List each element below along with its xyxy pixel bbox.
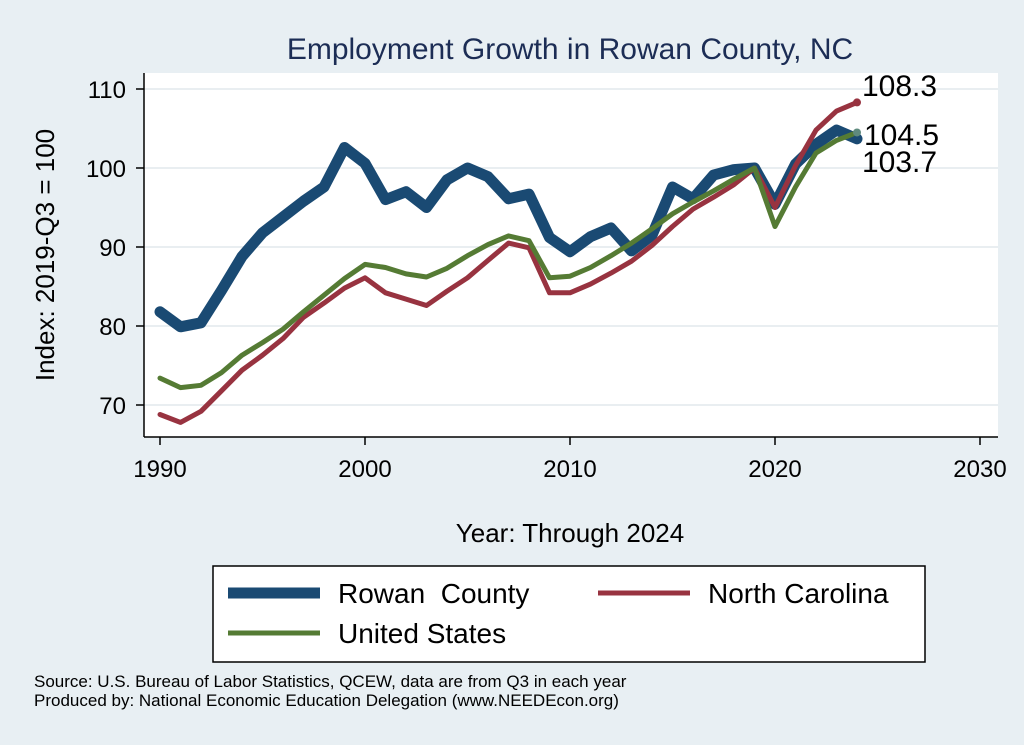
- series-line-north-carolina: [157, 99, 860, 425]
- legend-label-north-carolina: North Carolina: [708, 578, 889, 609]
- legend: Rowan County North Carolina United State…: [212, 565, 926, 663]
- chart-title: Employment Growth in Rowan County, NC: [287, 33, 853, 66]
- series-line-rowan-county: [154, 124, 863, 333]
- y-tick-label-110: 110: [88, 77, 126, 104]
- end-label-north-carolina: 108.3: [862, 70, 937, 103]
- legend-label-rowan-county: Rowan County: [338, 578, 529, 609]
- source-note: Source: U.S. Bureau of Labor Statistics,…: [34, 672, 626, 710]
- series-lines: [154, 99, 863, 425]
- series-end-points: [853, 98, 861, 143]
- legend-label-united-states: United States: [338, 618, 506, 649]
- x-tick-label-1990: 1990: [133, 456, 186, 483]
- x-axis-label: Year: Through 2024: [456, 518, 684, 548]
- y-tick-label-90: 90: [99, 235, 126, 262]
- y-tick-label-70: 70: [99, 393, 126, 420]
- y-tick-label-100: 100: [86, 156, 126, 183]
- x-tick-label-2010: 2010: [543, 456, 596, 483]
- x-tick-label-2000: 2000: [338, 456, 391, 483]
- end-label-united-states: 104.5: [864, 119, 939, 152]
- x-tick-label-2030: 2030: [953, 456, 1006, 483]
- x-ticks: 1990 2000 2010 2020 2030: [133, 437, 1007, 483]
- end-point-united-states: [853, 128, 861, 137]
- source-line: Source: U.S. Bureau of Labor Statistics,…: [34, 672, 627, 691]
- y-axis-label: Index: 2019-Q3 = 100: [30, 129, 60, 381]
- y-tick-label-80: 80: [99, 314, 126, 341]
- end-point-rowan-county: [853, 134, 861, 143]
- x-tick-label-2020: 2020: [748, 456, 801, 483]
- series-line-united-states: [157, 129, 860, 391]
- end-point-north-carolina: [853, 98, 861, 107]
- producer-line: Produced by: National Economic Education…: [34, 691, 619, 710]
- legend-box: [212, 565, 926, 663]
- y-ticks: 70 80 90 100 110: [86, 77, 144, 420]
- end-label-rowan-county: 103.7: [862, 146, 937, 179]
